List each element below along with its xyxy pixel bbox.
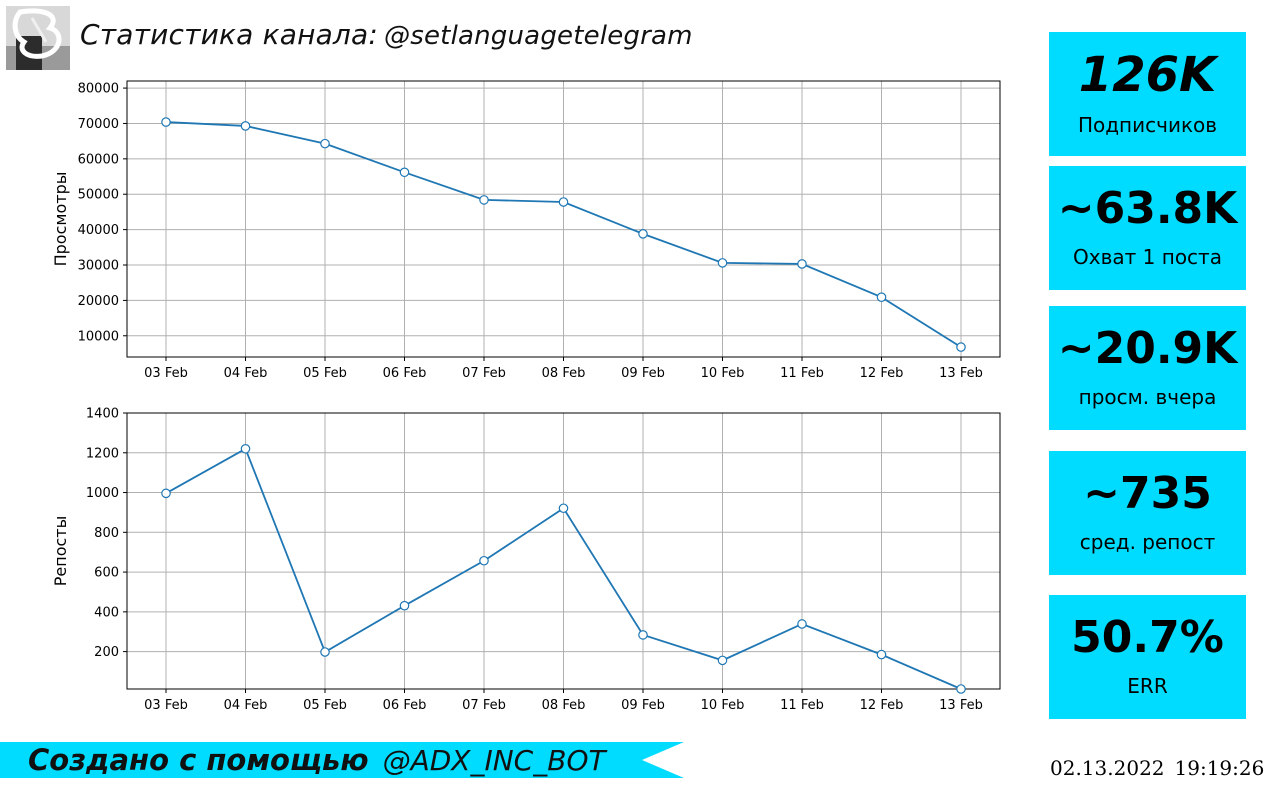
stat-label-err: ERR <box>1127 674 1168 698</box>
stat-card-views-yesterday: ~20.9K просм. вчера <box>1049 306 1246 430</box>
footer-banner <box>0 742 684 778</box>
chart1-data-point <box>240 121 251 131</box>
stat-value-subscribers: 126K <box>1078 47 1217 103</box>
chart1-ylabel: Просмотры <box>51 172 70 267</box>
stat-label-avg-repost: сред. репост <box>1079 530 1216 554</box>
chart2-data-point <box>240 443 251 454</box>
stat-card-reach: ~63.8K Охват 1 поста <box>1049 166 1246 290</box>
chart2-x-tick-label: 08 Feb <box>542 698 586 713</box>
chart1-y-tick-label: 30000 <box>78 259 119 274</box>
chart2-data-point <box>956 684 966 694</box>
chart1-x-tick-label: 07 Feb <box>462 366 506 381</box>
chart2-x-tick-label: 09 Feb <box>621 698 665 713</box>
chart1-data-point <box>479 195 489 205</box>
chart2-x-tick-label: 05 Feb <box>303 698 347 713</box>
chart2-x-tick-label: 11 Feb <box>780 698 824 713</box>
chart2-data-point <box>479 555 489 566</box>
chart1-data-point <box>876 292 887 302</box>
chart1-x-tick-label: 12 Feb <box>860 366 904 381</box>
chart1-data-point <box>399 167 410 178</box>
chart1-y-tick-label: 60000 <box>78 152 119 167</box>
chart1-x-tick-label: 05 Feb <box>303 366 347 381</box>
chart1-x-tick-label: 08 Feb <box>542 366 586 381</box>
chart2-frame <box>126 412 1001 690</box>
chart1-y-tick-label: 70000 <box>78 117 119 132</box>
chart1-x-tick-label: 13 Feb <box>939 366 983 381</box>
title-text: Статистика канала: <box>80 18 379 51</box>
chart2-x-tick-label: 13 Feb <box>939 698 983 713</box>
stat-card-err: 50.7% ERR <box>1049 595 1246 719</box>
chart2-data-point <box>399 600 410 611</box>
chart2-x-tick-label: 06 Feb <box>383 698 427 713</box>
chart1-data-point <box>638 229 648 239</box>
chart1-x-tick-label: 09 Feb <box>621 366 665 381</box>
chart2-y-tick-label: 800 <box>94 526 119 541</box>
channel-handle: @setlanguagetelegram <box>384 21 693 51</box>
chart2-data-point <box>320 647 330 657</box>
chart2-y-tick-label: 1200 <box>86 446 119 461</box>
footer-credit: Создано с помощью @ADX_INC_BOT <box>28 742 606 778</box>
chart1-y-tick-label: 40000 <box>78 223 119 238</box>
chart2-y-tick-label: 200 <box>94 645 119 660</box>
chart1-data-point <box>956 342 966 352</box>
stat-value-avg-repost: ~735 <box>1083 468 1212 519</box>
chart2-x-tick-label: 04 Feb <box>224 698 268 713</box>
chart1-x-tick-label: 04 Feb <box>224 366 268 381</box>
chart1-data-point <box>320 138 330 149</box>
avatar <box>6 6 70 70</box>
chart1-data-point <box>797 259 807 269</box>
chart2-x-tick-label: 10 Feb <box>701 698 745 713</box>
chart2-y-tick-label: 1400 <box>86 407 119 422</box>
chart2-ylabel: Репосты <box>51 516 70 587</box>
chart2-x-tick-label: 12 Feb <box>860 698 904 713</box>
chart2-y-tick-label: 600 <box>94 566 119 581</box>
chart2-data-point <box>797 619 807 629</box>
chart1-y-tick-label: 80000 <box>78 82 119 97</box>
footer-text: Создано с помощью <box>28 743 369 777</box>
chart1-y-tick-label: 50000 <box>78 188 119 203</box>
stat-value-reach: ~63.8K <box>1057 183 1238 234</box>
stat-value-err: 50.7% <box>1071 612 1224 663</box>
chart2-data-point <box>558 503 569 514</box>
timestamp: 02.13.2022 19:19:26 <box>1050 756 1264 780</box>
stat-value-views-yesterday: ~20.9K <box>1057 323 1238 374</box>
timestamp-time: 19:19:26 <box>1174 756 1265 780</box>
chart2-data-point <box>876 649 887 660</box>
chart2-data-point <box>717 655 728 666</box>
chart2-y-tick-label: 400 <box>94 605 119 620</box>
stat-label-subscribers: Подписчиков <box>1077 113 1218 137</box>
chart2-y-tick-label: 1000 <box>86 486 119 501</box>
chart1-x-tick-label: 06 Feb <box>383 366 427 381</box>
chart1-x-tick-label: 10 Feb <box>701 366 745 381</box>
stat-label-views-yesterday: просм. вчера <box>1078 385 1217 409</box>
stat-card-avg-repost: ~735 сред. репост <box>1049 451 1246 575</box>
stat-label-reach: Охват 1 поста <box>1073 245 1222 269</box>
chart1-x-tick-label: 03 Feb <box>144 366 188 381</box>
page-title: Статистика канала: @setlanguagetelegram <box>80 18 693 51</box>
chart1-frame <box>126 80 1001 358</box>
chart1-y-tick-label: 20000 <box>78 294 119 309</box>
chart2-x-tick-label: 07 Feb <box>462 698 506 713</box>
chart1-data-point <box>558 197 569 207</box>
chart1-data-point <box>717 258 728 268</box>
chart1-y-tick-label: 10000 <box>78 329 119 344</box>
chart1-x-tick-label: 11 Feb <box>780 366 824 381</box>
chart2-x-tick-label: 03 Feb <box>144 698 188 713</box>
chart2-data-point <box>161 488 171 499</box>
chart2-data-point <box>638 630 648 640</box>
stat-card-subscribers: 126K Подписчиков <box>1049 32 1246 156</box>
timestamp-date: 02.13.2022 <box>1050 756 1165 780</box>
footer-bot-handle: @ADX_INC_BOT <box>382 744 606 777</box>
chart1-data-point <box>161 117 171 127</box>
